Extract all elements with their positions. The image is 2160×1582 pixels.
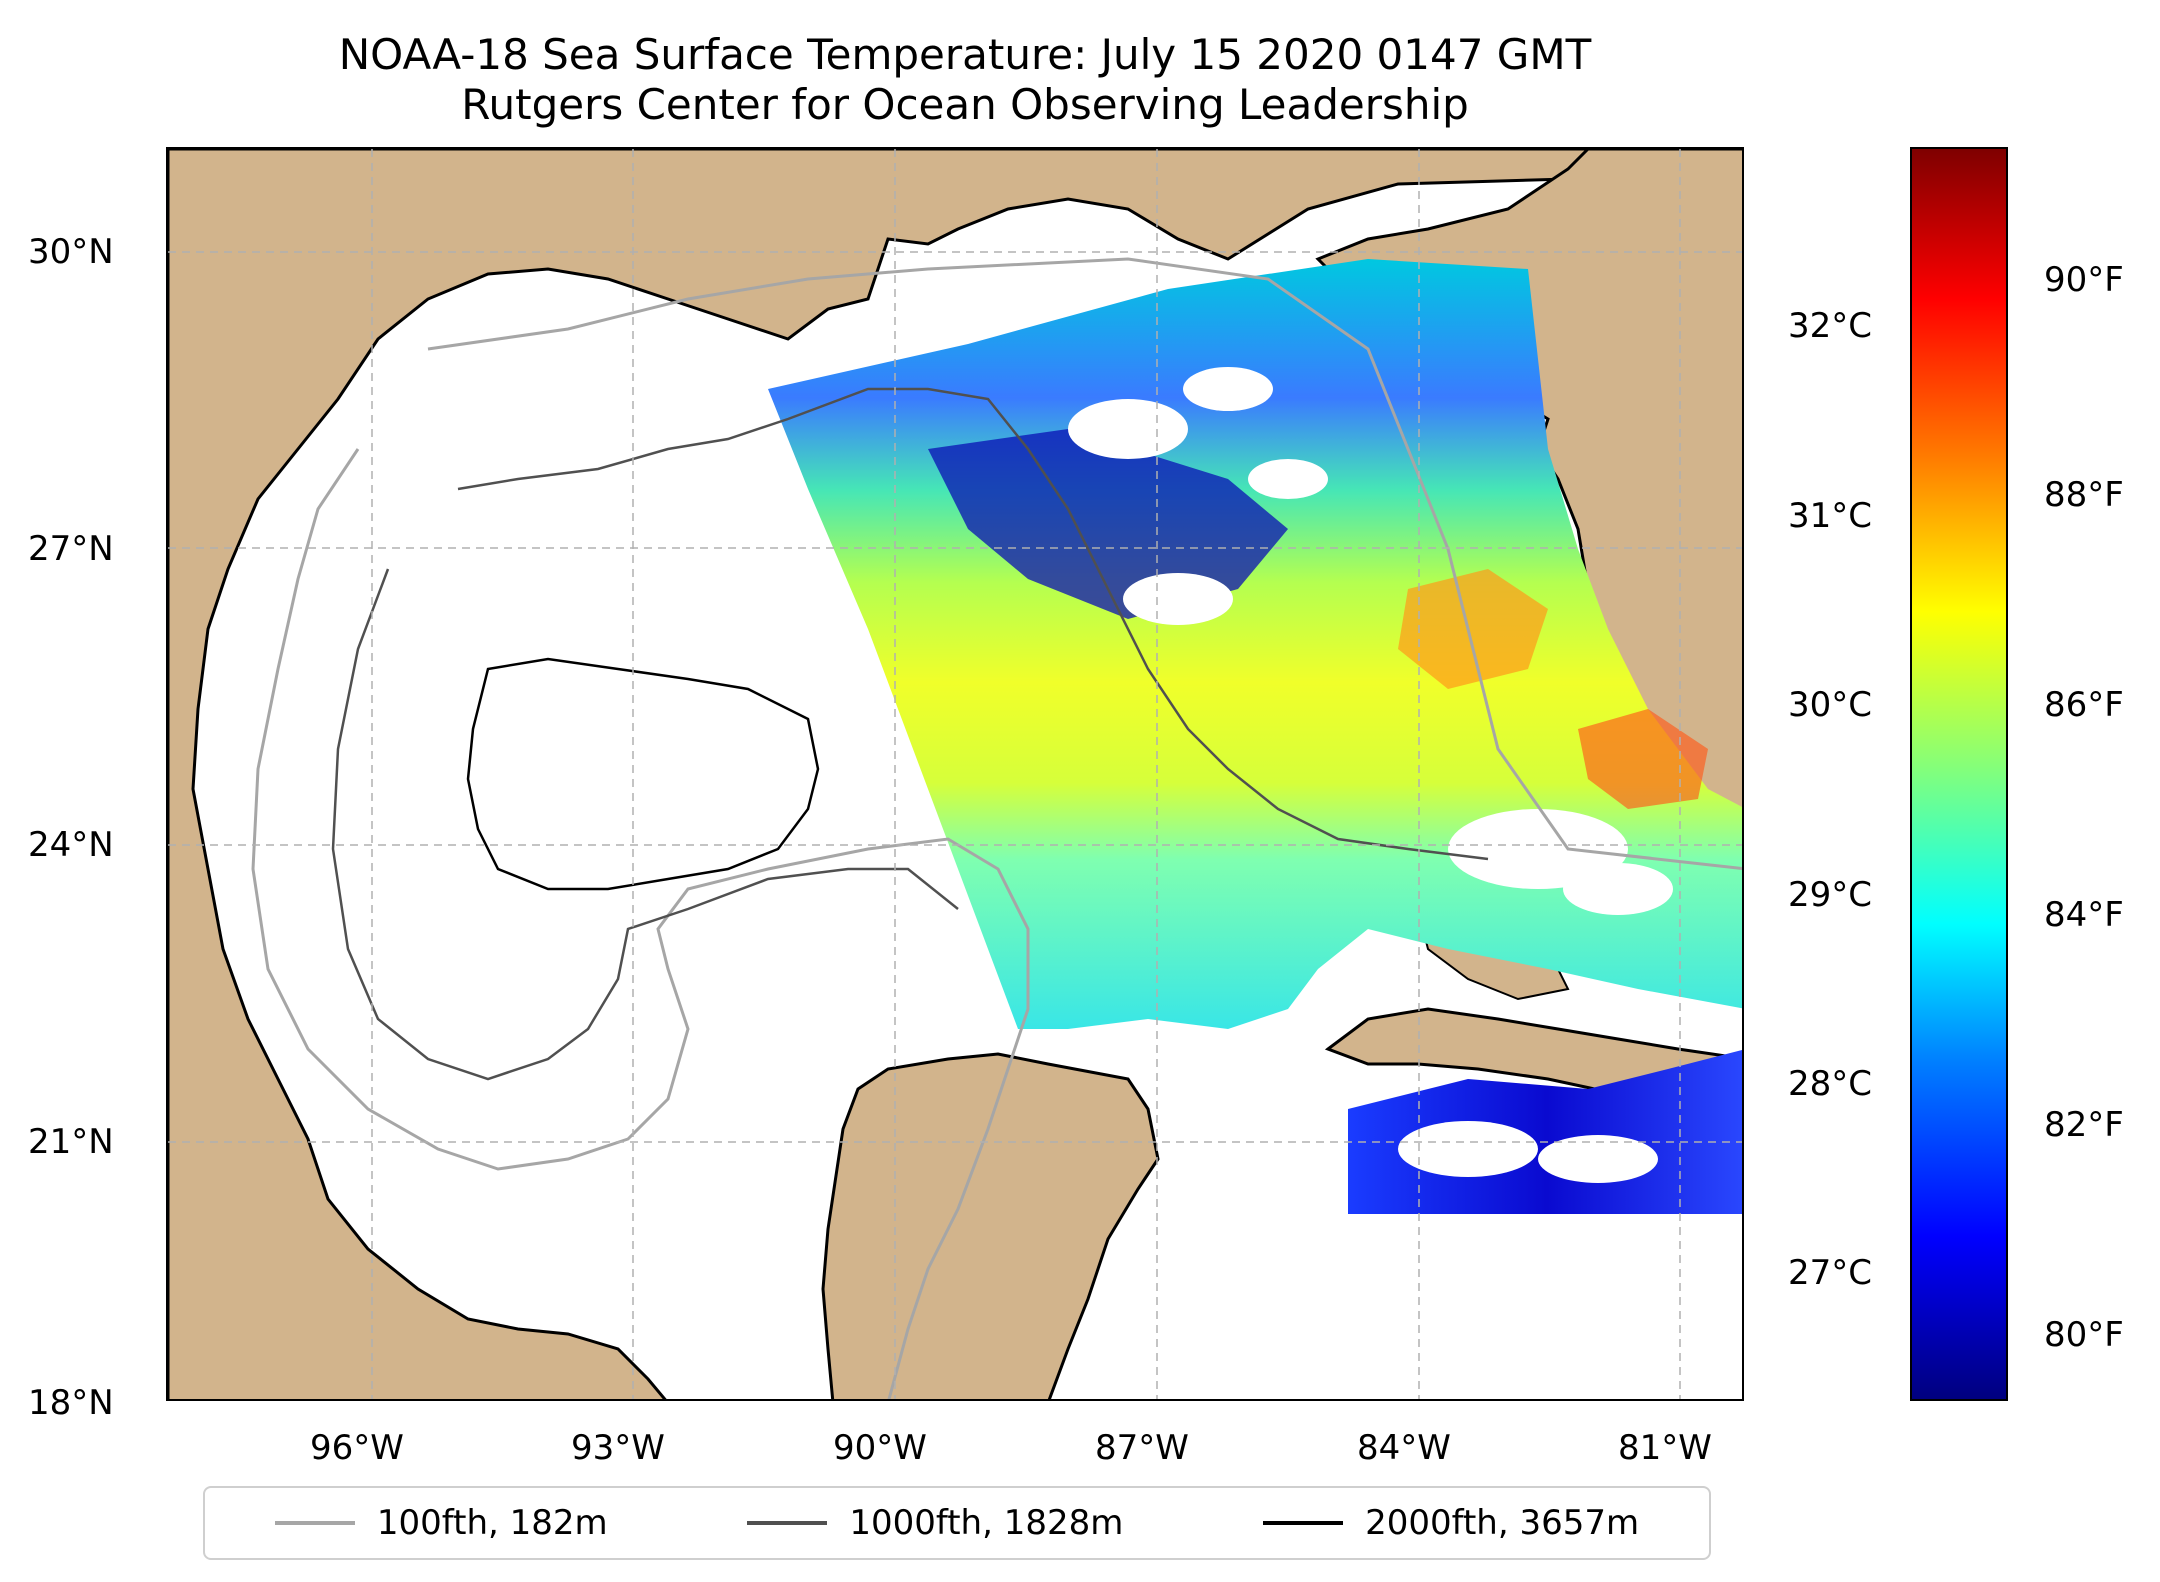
colorbar-f-88: 88°F <box>2044 475 2124 515</box>
colorbar-c-28: 28°C <box>1788 1064 1873 1104</box>
sst-warm-east <box>1578 709 1708 809</box>
colorbar-f-86: 86°F <box>2044 685 2124 725</box>
colorbar-f-82: 82°F <box>2044 1105 2124 1145</box>
sst-swath <box>768 259 1742 1214</box>
legend-label-1000fth: 1000fth, 1828m <box>849 1503 1124 1543</box>
bathymetry-contours <box>251 257 1742 1399</box>
sst-warm-patch <box>1398 569 1548 689</box>
legend-label-2000fth: 2000fth, 3657m <box>1365 1503 1640 1543</box>
colorbar-c-30: 30°C <box>1788 685 1873 725</box>
colorbar <box>1910 147 2008 1401</box>
map-canvas <box>168 149 1742 1399</box>
colorbar-f-90: 90°F <box>2044 260 2124 300</box>
colorbar-c-27: 27°C <box>1788 1253 1873 1293</box>
lat-label-18n: 18°N <box>28 1383 114 1423</box>
legend-item-2000fth: 2000fth, 3657m <box>1263 1503 1639 1543</box>
contour-100fth <box>251 257 1742 1399</box>
lon-label-90w: 90°W <box>833 1428 927 1468</box>
lat-label-30n: 30°N <box>28 232 114 272</box>
legend-swatch-2000fth <box>1263 1521 1344 1525</box>
legend-swatch-1000fth <box>747 1521 828 1525</box>
colorbar-f-84: 84°F <box>2044 895 2124 935</box>
legend-label-100fth: 100fth, 182m <box>376 1503 608 1543</box>
cloud-gaps <box>1068 367 1673 1183</box>
title-line-2: Rutgers Center for Ocean Observing Leade… <box>461 80 1469 129</box>
title-line-1: NOAA-18 Sea Surface Temperature: July 15… <box>338 30 1592 79</box>
graticule <box>168 149 1742 1399</box>
lat-label-21n: 21°N <box>28 1122 114 1162</box>
legend-item-100fth: 100fth, 182m <box>274 1503 608 1543</box>
colorbar-f-80: 80°F <box>2044 1315 2124 1355</box>
lon-label-96w: 96°W <box>310 1428 404 1468</box>
land-us-gulf-coast <box>168 149 1742 1399</box>
colorbar-c-29: 29°C <box>1788 875 1873 915</box>
sst-cold-band <box>928 429 1288 619</box>
legend-item-1000fth: 1000fth, 1828m <box>747 1503 1123 1543</box>
lon-label-84w: 84°W <box>1357 1428 1451 1468</box>
legend: 100fth, 182m 1000fth, 1828m 2000fth, 365… <box>203 1486 1711 1560</box>
colorbar-c-31: 31°C <box>1788 496 1873 536</box>
lat-label-24n: 24°N <box>28 825 114 865</box>
lon-label-93w: 93°W <box>571 1428 665 1468</box>
contour-1000fth <box>331 387 1489 1081</box>
land-yucatan <box>821 1052 1160 1399</box>
legend-swatch-100fth <box>274 1521 355 1525</box>
map-panel <box>166 147 1744 1401</box>
contour-2000fth <box>466 657 820 891</box>
lon-label-81w: 81°W <box>1618 1428 1712 1468</box>
colorbar-c-32: 32°C <box>1788 306 1873 346</box>
lat-label-27n: 27°N <box>28 529 114 569</box>
lon-label-87w: 87°W <box>1095 1428 1189 1468</box>
